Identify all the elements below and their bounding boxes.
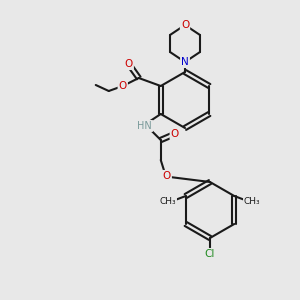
Text: O: O <box>181 20 189 30</box>
Text: Cl: Cl <box>205 249 215 259</box>
Text: CH₃: CH₃ <box>244 197 261 206</box>
Text: HN: HN <box>137 121 152 131</box>
Text: CH₃: CH₃ <box>159 197 176 206</box>
Text: N: N <box>181 57 189 67</box>
Text: O: O <box>163 171 171 181</box>
Text: O: O <box>118 81 127 91</box>
Text: O: O <box>171 129 179 139</box>
Text: O: O <box>124 59 133 69</box>
